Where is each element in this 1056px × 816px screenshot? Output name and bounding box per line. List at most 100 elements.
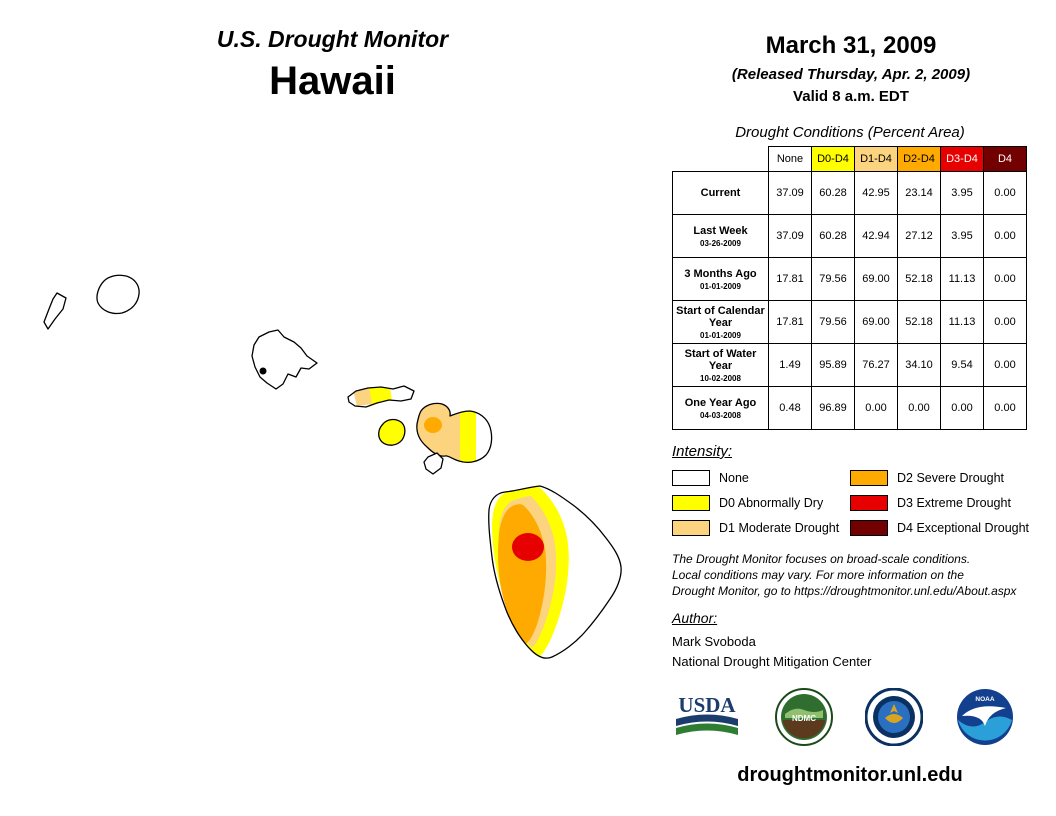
footer-url: droughtmonitor.unl.edu (737, 764, 963, 786)
pct-value: 11.13 (940, 257, 984, 301)
pct-value: 0.00 (983, 386, 1027, 430)
row-label: Last Week (693, 224, 748, 237)
d2-region-hawaii (498, 504, 547, 644)
row-date: 10-02-2008 (700, 373, 741, 383)
table-row: Start of Calendar Year 01-01-2009 17.81 … (672, 300, 1027, 344)
island-niihau (43, 292, 67, 330)
pct-value: 42.94 (854, 214, 898, 258)
d1-region-molokai (353, 387, 372, 406)
disclaimer-text: The Drought Monitor focuses on broad-sca… (672, 552, 1017, 598)
release-date: (Released Thursday, Apr. 2, 2009) (731, 66, 971, 83)
pct-value: 27.12 (897, 214, 941, 258)
pct-value: 95.89 (811, 343, 855, 387)
table-title: Drought Conditions (Percent Area) (735, 124, 965, 141)
pct-value: 0.48 (768, 386, 812, 430)
d2-region-maui (424, 417, 442, 433)
legend-item-d2: D2 Severe Drought (850, 470, 1029, 486)
d4-swatch (850, 520, 888, 536)
legend-title: Intensity: (672, 443, 733, 460)
pct-value: 0.00 (854, 386, 898, 430)
col-header-d2-d4: D2-D4 (897, 146, 941, 172)
author-block: Author: Mark Svoboda National Drought Mi… (672, 610, 871, 669)
pct-value: 79.56 (811, 257, 855, 301)
none-swatch (672, 470, 710, 486)
pct-value: 0.00 (983, 214, 1027, 258)
intensity-legend: Intensity: None D0 Abnormally Dry D1 Mod… (672, 443, 1042, 545)
legend-item-d1: D1 Moderate Drought (672, 520, 850, 536)
table-row: 3 Months Ago 01-01-2009 17.81 79.56 69.0… (672, 257, 1027, 301)
d0-swatch (672, 495, 710, 511)
pct-value: 17.81 (768, 300, 812, 344)
row-date: 04-03-2008 (700, 410, 741, 420)
legend-item-none: None (672, 470, 850, 486)
map-date: March 31, 2009 (765, 32, 937, 59)
d0-region-hawaii (492, 486, 569, 658)
row-date: 03-26-2009 (700, 238, 741, 248)
pct-value: 0.00 (983, 257, 1027, 301)
pct-value: 3.95 (940, 214, 984, 258)
none-region-maui (476, 404, 492, 463)
legend-item-d4: D4 Exceptional Drought (850, 520, 1029, 536)
drought-conditions-table: None D0-D4 D1-D4 D2-D4 D3-D4 D4 Current … (672, 146, 1027, 430)
col-header-none: None (768, 146, 812, 172)
doc-seal-logo (865, 688, 924, 746)
d1-region-hawaii (498, 496, 557, 648)
pct-value: 69.00 (854, 300, 898, 344)
row-label: Start of Calendar Year (676, 304, 765, 329)
d1-swatch (672, 520, 710, 536)
pct-value: 17.81 (768, 257, 812, 301)
pct-value: 0.00 (983, 300, 1027, 344)
pct-value: 34.10 (897, 343, 941, 387)
ndmc-logo: NDMC (774, 688, 833, 746)
pct-value: 52.18 (897, 257, 941, 301)
row-label: Start of Water Year (684, 347, 757, 372)
date-block: March 31, 2009 (Released Thursday, Apr. … (670, 32, 1032, 105)
pct-value: 0.00 (897, 386, 941, 430)
col-header-d1-d4: D1-D4 (854, 146, 898, 172)
pct-value: 37.09 (768, 214, 812, 258)
pct-value: 0.00 (940, 386, 984, 430)
oahu-dot (259, 367, 267, 375)
col-header-d0-d4: D0-D4 (811, 146, 855, 172)
author-name: Mark Svoboda (672, 634, 756, 649)
row-date: 01-01-2009 (700, 281, 741, 291)
row-label: 3 Months Ago (684, 267, 757, 280)
pct-value: 3.95 (940, 171, 984, 215)
island-kahoolawe (423, 452, 444, 475)
pct-value: 37.09 (768, 171, 812, 215)
noaa-logo: NOAA (956, 689, 1013, 745)
region-title: Hawaii (269, 59, 396, 103)
col-header-d3-d4: D3-D4 (940, 146, 984, 172)
row-label: Current (700, 187, 741, 199)
island-hawaii (488, 485, 622, 659)
island-lanai (378, 418, 406, 446)
d0-region-molokai (366, 386, 392, 406)
pct-value: 69.00 (854, 257, 898, 301)
pct-value: 42.95 (854, 171, 898, 215)
usda-logo: USDA (676, 693, 738, 735)
row-date: 01-01-2009 (700, 330, 741, 340)
valid-time: Valid 8 a.m. EDT (793, 88, 909, 105)
table-row: Last Week 03-26-2009 37.09 60.28 42.94 2… (672, 214, 1027, 258)
d3-swatch (850, 495, 888, 511)
pct-value: 0.00 (983, 171, 1027, 215)
row-label: One Year Ago (684, 396, 757, 409)
hawaii-map (43, 274, 622, 659)
pct-value: 60.28 (811, 171, 855, 215)
pct-value: 79.56 (811, 300, 855, 344)
d2-swatch (850, 470, 888, 486)
table-header-row: None D0-D4 D1-D4 D2-D4 D3-D4 D4 (672, 146, 1027, 172)
d0-region-lanai (378, 418, 406, 446)
table-row: Current 37.09 60.28 42.95 23.14 3.95 0.0… (672, 171, 1027, 215)
author-heading: Author: (672, 610, 718, 626)
legend-item-d3: D3 Extreme Drought (850, 495, 1029, 511)
svg-text:USDA: USDA (678, 693, 736, 717)
pct-value: 76.27 (854, 343, 898, 387)
table-row: One Year Ago 04-03-2008 0.48 96.89 0.00 … (672, 386, 1027, 430)
pct-value: 52.18 (897, 300, 941, 344)
pct-value: 11.13 (940, 300, 984, 344)
island-kauai (96, 274, 140, 315)
pct-value: 96.89 (811, 386, 855, 430)
island-oahu (251, 329, 318, 390)
svg-text:NOAA: NOAA (975, 696, 994, 703)
